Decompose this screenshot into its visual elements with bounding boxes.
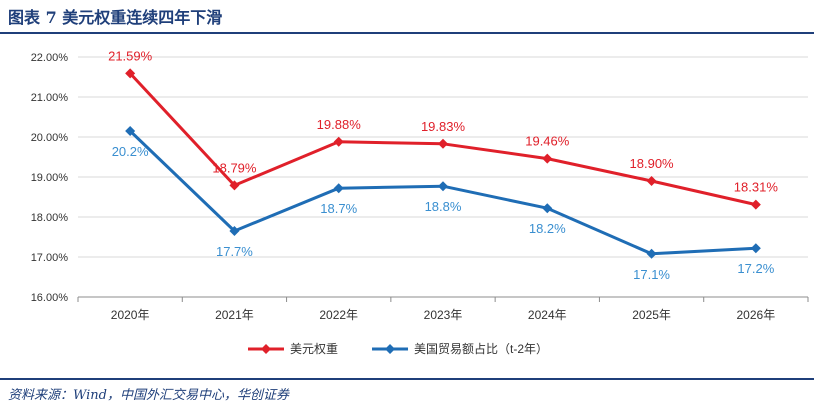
y-tick-label: 22.00% — [31, 52, 69, 64]
series-1-point — [229, 226, 240, 236]
x-tick-label: 2026年 — [737, 308, 776, 322]
y-tick-label: 19.00% — [31, 172, 69, 184]
x-tick-label: 2022年 — [319, 308, 358, 322]
series-line-1 — [129, 129, 756, 256]
series-1-point — [438, 181, 448, 192]
legend-label: 美国贸易额占比（t-2年） — [414, 341, 548, 356]
series-1-point — [125, 126, 136, 136]
series-0-point — [333, 136, 344, 147]
y-tick-label: 17.00% — [31, 252, 69, 264]
x-tick-label: 2021年 — [215, 308, 254, 322]
y-tick-label: 20.00% — [31, 132, 69, 144]
series-1-data-label: 18.7% — [320, 201, 357, 216]
series-0-data-label: 19.46% — [525, 134, 570, 149]
x-tick-label: 2023年 — [424, 308, 463, 322]
series-0-data-label: 18.31% — [734, 180, 779, 195]
series-1-point — [646, 248, 657, 259]
series-0-data-label: 18.90% — [630, 156, 675, 171]
series-layer — [125, 68, 761, 259]
legend: 美元权重 美国贸易额占比（t-2年） — [248, 341, 548, 356]
source-note: 资料来源：Wind，中国外汇交易中心，华创证券 — [8, 388, 289, 403]
series-1-point — [750, 243, 761, 254]
series-1-data-label: 17.1% — [633, 267, 670, 282]
series-0-point — [542, 153, 553, 164]
x-tick-label: 2025年 — [632, 308, 671, 322]
figure-title: 图表 7 美元权重连续四年下滑 — [8, 8, 223, 27]
x-tick-label: 2020年 — [111, 308, 150, 322]
title-rule — [0, 32, 814, 34]
legend-swatch-marker — [385, 344, 396, 354]
legend-swatch-marker — [261, 344, 271, 354]
y-tick-label: 18.00% — [31, 212, 69, 224]
series-0-point — [229, 180, 240, 191]
series-1-data-label: 17.2% — [737, 261, 774, 276]
series-1-data-label: 18.8% — [425, 199, 462, 214]
legend-label: 美元权重 — [290, 342, 338, 356]
series-0-data-label: 18.79% — [212, 160, 257, 175]
series-1-data-label: 20.2% — [112, 144, 149, 159]
series-0-data-label: 19.83% — [421, 119, 466, 134]
series-1-data-label: 18.2% — [529, 221, 566, 236]
data-label-layer: 21.59% 18.79% 19.88% 19.83% 19.46% 18.90% 18.3… — [108, 48, 778, 281]
source-rule — [0, 378, 814, 380]
series-1-data-label: 17.7% — [216, 244, 253, 259]
axis-layer: 16.00% 17.00% 18.00% 19.00% 20.00% 21.00% 22.0… — [31, 52, 809, 322]
series-0-data-label: 21.59% — [108, 48, 153, 63]
grid-layer — [78, 56, 808, 298]
x-tick-label: 2024年 — [528, 308, 567, 322]
line-chart: 16.00% 17.00% 18.00% 19.00% 20.00% 21.00% 22.0… — [31, 48, 809, 356]
series-1-point — [333, 183, 344, 194]
series-0-data-label: 19.88% — [317, 117, 362, 132]
series-0-point — [438, 138, 448, 149]
series-0-point — [646, 176, 657, 186]
y-tick-label: 21.00% — [31, 92, 69, 104]
y-tick-label: 16.00% — [31, 292, 69, 304]
series-0-point — [125, 68, 136, 79]
series-0-point — [750, 199, 761, 210]
series-1-point — [542, 203, 553, 214]
